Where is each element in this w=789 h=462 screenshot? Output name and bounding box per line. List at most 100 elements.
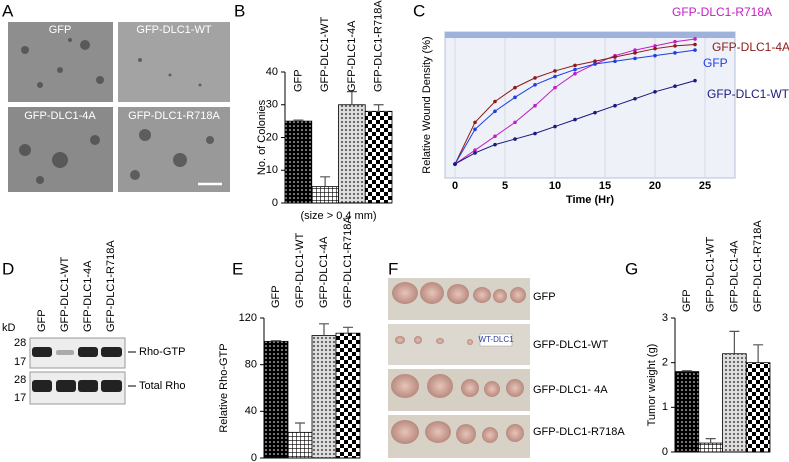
- kd-marker: 28: [14, 337, 26, 349]
- error-bar: [320, 176, 331, 187]
- x-tick-label: 10: [549, 180, 561, 192]
- data-point: [553, 69, 557, 73]
- image-label: GFP-DLC1-WT: [136, 24, 211, 36]
- data-point: [673, 39, 677, 44]
- bar: [263, 340, 289, 459]
- data-point: [493, 142, 497, 147]
- error-bar: [753, 344, 764, 363]
- data-point: [693, 48, 697, 52]
- y-tick-label: 40: [266, 66, 278, 78]
- panel-letter: E: [232, 259, 243, 278]
- category-label: GFP-DLC1-R718A: [752, 220, 764, 312]
- data-point: [673, 84, 677, 89]
- category-label: GFP: [681, 289, 693, 312]
- data-point: [573, 71, 577, 76]
- data-point: [533, 103, 537, 108]
- y-tick-label: 80: [245, 359, 257, 371]
- plot-area: [444, 31, 736, 179]
- colony-image: [8, 22, 113, 102]
- error-bar: [705, 438, 716, 444]
- panel-letter: B: [234, 1, 245, 20]
- data-point: [633, 96, 637, 101]
- kd-label: kD: [2, 322, 16, 334]
- tumor-label: GFP: [533, 291, 556, 303]
- data-point: [493, 109, 497, 114]
- data-point: [633, 51, 637, 55]
- lane-label: GFP-DLC1-R718A: [105, 240, 117, 332]
- axis: [674, 318, 770, 453]
- y-tick-label: 10: [266, 164, 278, 176]
- data-point: [533, 83, 537, 87]
- y-tick-label: 3: [662, 312, 668, 324]
- data-point: [553, 85, 557, 90]
- bar: [311, 335, 337, 459]
- colony-images: GFP GFP-DLC1-WT GFP-DLC1-4A GFP-DLC1-R71…: [8, 22, 230, 192]
- lane-label: GFP-DLC1-4A: [82, 260, 94, 332]
- bar: [745, 362, 771, 453]
- data-point: [553, 74, 557, 79]
- colony-image: [118, 22, 230, 102]
- tumor-label: GFP-DLC1-WT: [533, 339, 608, 351]
- legend-label: GFP: [703, 56, 728, 70]
- y-tick-label: 120: [239, 312, 257, 324]
- legend-label: GFP-DLC1-4A: [712, 40, 789, 54]
- data-point: [613, 103, 617, 108]
- data-point: [613, 55, 617, 59]
- data-point: [613, 59, 617, 63]
- data-point: [453, 162, 457, 166]
- category-label: GFP: [270, 285, 282, 308]
- error-bar: [729, 330, 740, 354]
- data-point: [693, 37, 697, 41]
- data-point: [573, 117, 577, 122]
- error-bar: [295, 422, 305, 433]
- bar: [698, 442, 723, 453]
- tumor-label: GFP-DLC1-R718A: [533, 426, 625, 438]
- y-tick-label: 30: [266, 99, 278, 111]
- panel-letter: C: [413, 1, 425, 20]
- data-point: [653, 53, 657, 58]
- error-bar: [346, 91, 357, 105]
- x-tick-label: 20: [649, 180, 661, 192]
- error-bar: [681, 370, 692, 372]
- data-point: [553, 124, 557, 129]
- data-point: [693, 78, 697, 83]
- y-axis-label: Relative Rho-GTP: [218, 343, 230, 432]
- panel-letter: A: [2, 1, 14, 20]
- error-bar: [271, 340, 281, 342]
- category-label: GFP-DLC1-R718A: [373, 0, 385, 92]
- panel-letter: G: [625, 259, 638, 278]
- bar: [311, 186, 339, 204]
- data-point: [633, 48, 637, 52]
- data-point: [513, 137, 517, 141]
- axis: [284, 72, 392, 204]
- tumor-photos: WT-DLC1 GFP GFP-DLC1-WT GFP-DLC1- 4A GFP…: [388, 278, 625, 458]
- x-axis-label: Time (Hr): [566, 194, 614, 206]
- image-label: GFP-DLC1-4A: [24, 110, 96, 122]
- y-axis-label: Relative Wound Density (%): [421, 36, 433, 173]
- lane-label: GFP: [36, 309, 48, 332]
- data-point: [473, 120, 477, 125]
- category-label: GFP-DLC1-4A: [728, 240, 740, 312]
- bar: [674, 371, 700, 453]
- kd-marker: 17: [14, 392, 26, 404]
- data-point: [533, 76, 537, 80]
- data-point: [693, 42, 697, 47]
- band-label: Total Rho: [139, 380, 185, 392]
- axis: [263, 318, 360, 459]
- x-tick-label: 15: [599, 180, 611, 192]
- band-label: Rho-GTP: [139, 346, 185, 358]
- category-label: GFP-DLC1-WT: [294, 233, 306, 308]
- data-point: [573, 67, 577, 72]
- data-point: [593, 62, 597, 66]
- data-point: [493, 134, 497, 139]
- bar: [284, 120, 313, 204]
- data-point: [473, 151, 477, 155]
- y-tick-label: 2: [662, 357, 668, 369]
- data-point: [533, 131, 537, 136]
- category-label: GFP-DLC1-WT: [705, 237, 717, 312]
- panel-letter: D: [2, 259, 14, 278]
- y-tick-label: 40: [245, 405, 257, 417]
- western-blot: kD 28 17 28 17 GFP GFP-DLC1-WT GFP-DLC1-…: [2, 240, 185, 405]
- plot-header: [445, 32, 735, 38]
